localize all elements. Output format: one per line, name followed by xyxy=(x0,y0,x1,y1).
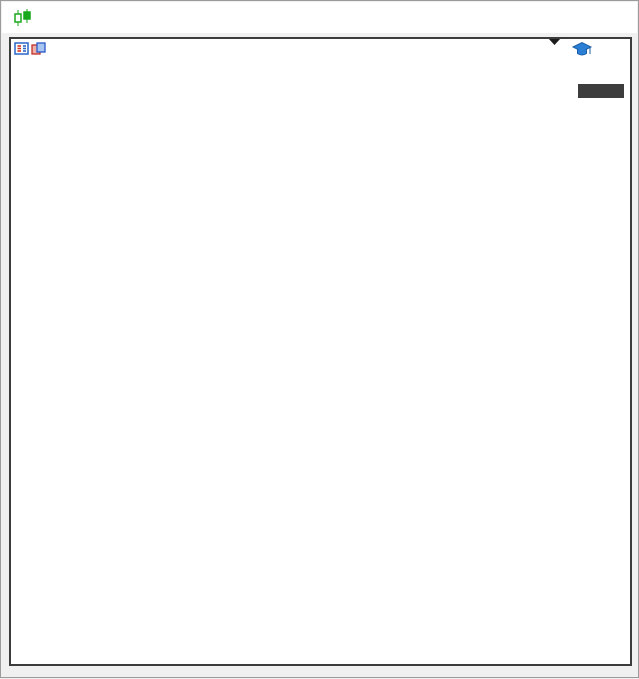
expert-advisor-marker-icon xyxy=(548,38,593,56)
quotes-list-icon[interactable] xyxy=(14,42,29,55)
chart-background xyxy=(9,37,632,666)
candlestick-app-icon xyxy=(14,8,31,26)
tick-chart-icon[interactable] xyxy=(31,42,46,55)
titlebar xyxy=(2,2,637,33)
current-price-tag xyxy=(578,84,624,98)
